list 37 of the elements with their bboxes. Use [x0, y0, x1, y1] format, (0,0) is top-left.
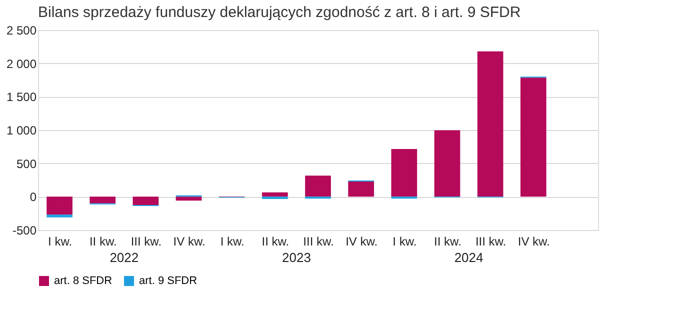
bar: [176, 196, 202, 201]
x-tick-label: III kw.: [130, 234, 162, 248]
y-tick-label: 0: [30, 190, 37, 204]
x-tick-label: I kw.: [220, 234, 244, 248]
y-tick-label: -500: [12, 224, 37, 238]
x-tick-label: I kw.: [48, 234, 72, 248]
y-tick-label: 1 500: [6, 90, 37, 104]
bar: [391, 149, 418, 197]
text: 2023: [282, 250, 311, 265]
legend-label: art. 9 SFDR: [139, 275, 198, 287]
x-tick-label: IV kw.: [346, 234, 378, 248]
x-tick-label: IV kw.: [173, 234, 206, 248]
bar: [132, 196, 159, 205]
x-tick-label: III kw.: [475, 234, 506, 248]
x-tick-label: III kw.: [303, 234, 334, 248]
bar: [520, 78, 546, 197]
x-tick-label: II kw.: [89, 234, 117, 248]
x-tick-label: I kw.: [392, 234, 417, 248]
x-tick-label: II kw.: [262, 234, 290, 248]
bar: [46, 214, 72, 218]
y-tick-label: 500: [16, 156, 37, 171]
chart-title: Bilans sprzedaży funduszy deklarujących zgodność z art. 8 i art. 9 SFDR: [38, 4, 521, 21]
y-tick-label: 1 000: [6, 124, 37, 138]
y-tick-label: 2 000: [6, 56, 37, 71]
legend-label: art. 8 SFDR: [54, 275, 112, 287]
text: 2022: [110, 250, 139, 265]
bar: [305, 176, 331, 197]
x-tick-label: IV kw.: [518, 234, 550, 248]
x-tick-label: II kw.: [434, 234, 462, 248]
bar: [434, 130, 460, 197]
text: 2024: [454, 250, 484, 265]
bar: [46, 196, 72, 215]
bar: [262, 192, 288, 197]
bar: [348, 182, 374, 197]
bar: [477, 51, 504, 197]
bar: [90, 196, 116, 204]
y-tick-label: 2 500: [6, 24, 37, 38]
